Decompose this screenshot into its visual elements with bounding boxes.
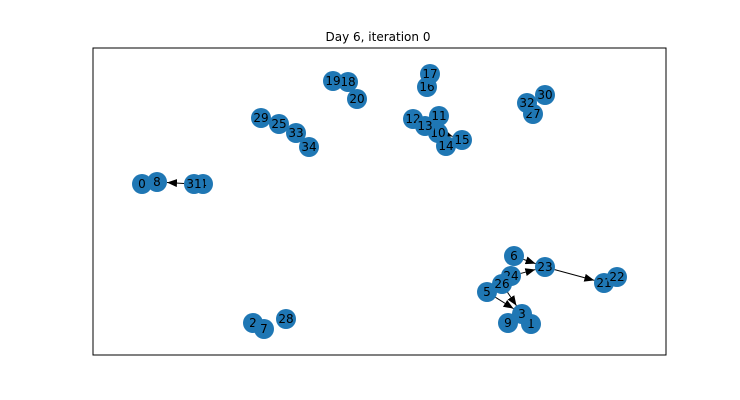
node-circle (607, 267, 627, 287)
plot-frame (92, 47, 667, 356)
node-28: 28 (276, 309, 296, 329)
node-label: 0 (138, 177, 146, 191)
node-label: 14 (438, 139, 453, 153)
node-circle (517, 93, 537, 113)
node-11: 11 (429, 106, 449, 126)
node-circle (338, 72, 358, 92)
node-label: 13 (417, 119, 432, 133)
node-circle (147, 172, 167, 192)
node-19: 19 (323, 71, 343, 91)
node-circle (299, 137, 319, 157)
node-circle (286, 123, 306, 143)
node-22: 22 (607, 267, 627, 287)
node-circle (535, 257, 555, 277)
node-label: 15 (454, 133, 469, 147)
node-17: 17 (420, 64, 440, 84)
node-label: 3 (518, 307, 526, 321)
node-33: 33 (286, 123, 306, 143)
node-label: 2 (249, 316, 257, 330)
node-5: 5 (477, 282, 497, 302)
edge-31-8 (166, 179, 185, 188)
node-circle (535, 85, 555, 105)
node-31: 31 (184, 174, 204, 194)
node-15: 15 (452, 130, 472, 150)
edge-6-23 (523, 256, 536, 265)
node-29: 29 (251, 108, 271, 128)
node-label: 18 (340, 75, 355, 89)
node-label: 22 (609, 270, 624, 284)
node-circle (254, 319, 274, 339)
node-circle (492, 274, 512, 294)
node-label: 20 (349, 92, 364, 106)
node-circle (276, 309, 296, 329)
node-label: 25 (271, 117, 286, 131)
edge-24-23 (520, 268, 536, 276)
node-26: 26 (492, 274, 512, 294)
node-8: 8 (147, 172, 167, 192)
node-circle (498, 313, 518, 333)
node-circle (420, 64, 440, 84)
node-circle (269, 114, 289, 134)
node-18: 18 (338, 72, 358, 92)
node-label: 11 (431, 109, 446, 123)
node-label: 23 (537, 260, 552, 274)
node-label: 9 (504, 316, 512, 330)
node-32: 32 (517, 93, 537, 113)
node-34: 34 (299, 137, 319, 157)
node-label: 8 (153, 175, 161, 189)
node-9: 9 (498, 313, 518, 333)
node-circle (477, 282, 497, 302)
node-circle (429, 106, 449, 126)
node-label: 1 (527, 317, 535, 331)
node-circle (132, 174, 152, 194)
node-30: 30 (535, 85, 555, 105)
node-label: 5 (483, 285, 491, 299)
node-circle (436, 136, 456, 156)
node-circle (415, 116, 435, 136)
node-25: 25 (269, 114, 289, 134)
node-label: 17 (422, 67, 437, 81)
node-circle (452, 130, 472, 150)
node-label: 33 (288, 126, 303, 140)
node-label: 31 (186, 177, 201, 191)
figure-title: Day 6, iteration 0 (326, 30, 431, 44)
edges-layer (166, 129, 595, 310)
node-circle (251, 108, 271, 128)
edge-23-21 (554, 269, 595, 282)
node-label: 32 (519, 96, 534, 110)
node-label: 34 (301, 140, 316, 154)
node-circle (323, 71, 343, 91)
node-20: 20 (347, 89, 367, 109)
node-label: 30 (537, 88, 552, 102)
node-0: 0 (132, 174, 152, 194)
node-label: 7 (260, 322, 268, 336)
node-label: 29 (253, 111, 268, 125)
node-7: 7 (254, 319, 274, 339)
node-circle (504, 246, 524, 266)
node-label: 19 (325, 74, 340, 88)
node-13: 13 (415, 116, 435, 136)
node-label: 28 (278, 312, 293, 326)
nodes-layer: 0123456789101112131415161718192021222324… (132, 64, 627, 339)
node-6: 6 (504, 246, 524, 266)
edge-5-3 (495, 296, 514, 310)
node-label: 6 (510, 249, 518, 263)
edge-26-3 (507, 292, 517, 306)
node-14: 14 (436, 136, 456, 156)
node-circle (184, 174, 204, 194)
node-circle (347, 89, 367, 109)
node-23: 23 (535, 257, 555, 277)
node-label: 26 (494, 277, 509, 291)
